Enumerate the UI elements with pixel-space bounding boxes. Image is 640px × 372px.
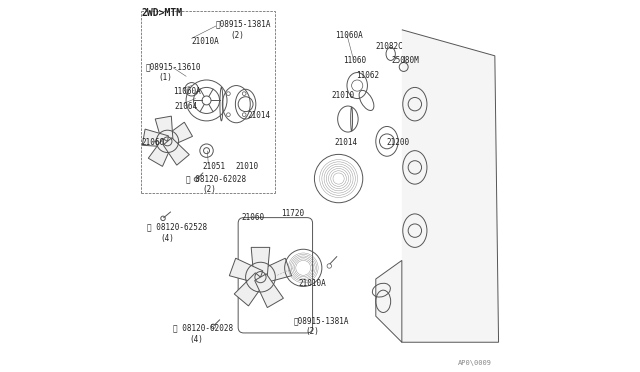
Text: 25080M: 25080M xyxy=(392,56,420,65)
Text: 21051: 21051 xyxy=(203,162,226,171)
Text: 11720: 11720 xyxy=(281,209,304,218)
Text: Ⓑ 08120-62028: Ⓑ 08120-62028 xyxy=(186,174,246,183)
Text: 21060: 21060 xyxy=(241,213,264,222)
Polygon shape xyxy=(148,139,172,166)
Polygon shape xyxy=(234,273,266,306)
Text: (2): (2) xyxy=(203,185,217,194)
Text: (4): (4) xyxy=(189,335,203,344)
Text: 21010: 21010 xyxy=(331,92,355,100)
Polygon shape xyxy=(376,30,499,342)
Polygon shape xyxy=(258,258,292,283)
Text: (4): (4) xyxy=(161,234,175,243)
Text: (2): (2) xyxy=(230,31,244,40)
Text: 21082C: 21082C xyxy=(375,42,403,51)
Text: 21010: 21010 xyxy=(235,162,259,171)
Text: 21010A: 21010A xyxy=(299,279,326,288)
Polygon shape xyxy=(163,138,189,165)
Polygon shape xyxy=(142,129,168,147)
Text: 11060A: 11060A xyxy=(173,87,201,96)
Text: 21014: 21014 xyxy=(335,138,358,147)
Text: 21200: 21200 xyxy=(386,138,410,147)
Text: 11060A: 11060A xyxy=(335,31,363,40)
Text: Ⓑ 08120-62528: Ⓑ 08120-62528 xyxy=(147,222,207,231)
Polygon shape xyxy=(255,274,284,308)
Text: 21064: 21064 xyxy=(175,102,198,110)
Polygon shape xyxy=(156,116,173,142)
Text: ⓜ08915-1381A: ⓜ08915-1381A xyxy=(293,316,349,325)
Polygon shape xyxy=(229,258,263,283)
Text: (1): (1) xyxy=(158,73,172,81)
Text: (2): (2) xyxy=(306,327,320,336)
Polygon shape xyxy=(251,247,270,277)
Text: 21060: 21060 xyxy=(141,138,164,147)
Text: 21010A: 21010A xyxy=(191,37,220,46)
Text: ⓜ08915-13610: ⓜ08915-13610 xyxy=(145,62,201,71)
Text: 11062: 11062 xyxy=(356,71,380,80)
Text: 2WD>MTM: 2WD>MTM xyxy=(141,8,182,18)
Polygon shape xyxy=(164,122,193,146)
Text: Ⓑ 08120-62028: Ⓑ 08120-62028 xyxy=(173,324,233,333)
Text: 11060: 11060 xyxy=(343,56,366,65)
Text: 21014: 21014 xyxy=(248,111,271,120)
Text: ⓜ08915-1381A: ⓜ08915-1381A xyxy=(216,20,271,29)
Text: AP0\0009: AP0\0009 xyxy=(458,360,492,366)
